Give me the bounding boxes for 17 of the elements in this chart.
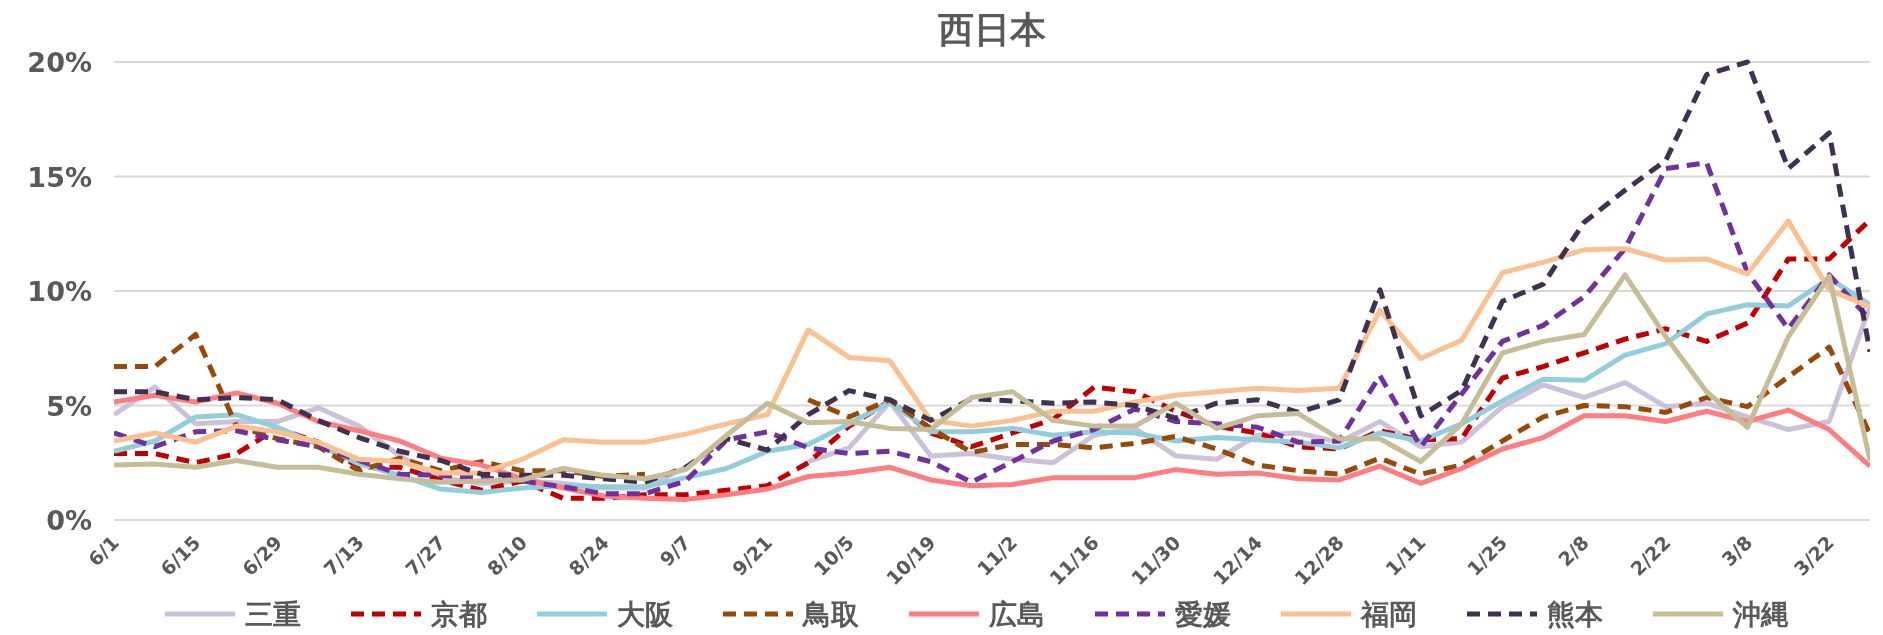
legend-label: 愛媛: [1175, 598, 1231, 631]
legend-label: 広島: [988, 598, 1045, 631]
x-tick-label: 3/8: [1717, 531, 1757, 571]
y-tick-label: 15%: [27, 161, 92, 193]
x-tick-label: 9/7: [655, 531, 695, 571]
legend-label: 沖縄: [1732, 598, 1789, 631]
chart-title: 西日本: [937, 9, 1046, 50]
legend-label: 京都: [430, 598, 487, 631]
legend-label: 福岡: [1359, 598, 1417, 631]
legend-label: 三重: [245, 598, 301, 631]
y-tick-label: 10%: [27, 276, 92, 307]
legend-label: 熊本: [1547, 598, 1604, 631]
y-tick-label: 5%: [46, 390, 92, 422]
legend-label: 鳥取: [801, 598, 860, 631]
x-tick-label: 2/8: [1553, 531, 1593, 571]
y-tick-label: 20%: [27, 47, 92, 78]
legend-label: 大阪: [617, 598, 674, 631]
